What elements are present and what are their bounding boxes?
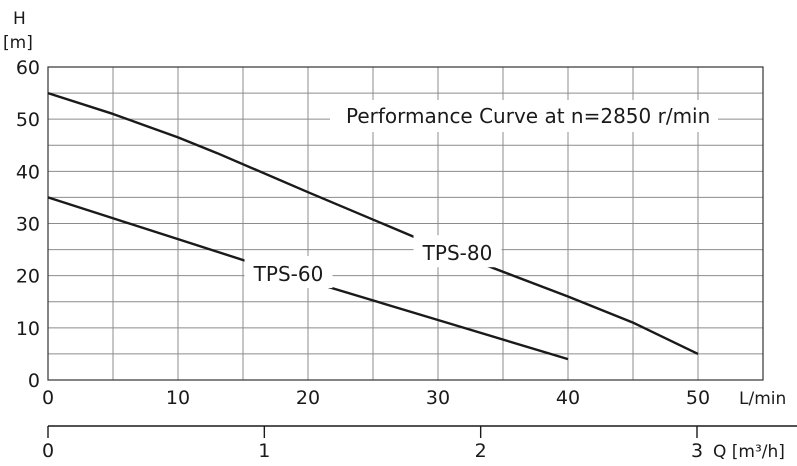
y-axis-unit: [m]	[3, 33, 33, 53]
plot-frame	[47, 66, 764, 381]
y-tick-label: 10	[16, 318, 40, 340]
y-tick-label: 40	[16, 161, 40, 183]
x2-tick-label: 2	[475, 440, 487, 462]
y-axis-symbol: H	[13, 9, 26, 29]
x-axis-label: L/min	[739, 389, 786, 409]
x2-axis-label: Q [m³/h]	[713, 442, 785, 462]
x2-ticks: 0 1 2 3	[42, 426, 703, 462]
x-tick-label: 0	[42, 387, 54, 409]
x2-tick-label: 0	[42, 440, 54, 462]
series-label-tps-80: TPS-80	[422, 241, 493, 265]
series-label-group-tps-60: TPS-60	[244, 256, 333, 289]
curves	[47, 91, 699, 361]
y-tick-label: 30	[16, 214, 40, 236]
x-tick-label: 30	[426, 387, 450, 409]
tick-labels: 0 10 20 30 40 50 60 0 10 20 30 40 50	[16, 57, 710, 409]
x2-tick-label: 1	[258, 440, 270, 462]
y-tick-label: 0	[28, 370, 40, 392]
x-tick-label: 10	[166, 387, 190, 409]
labels: Performance Curve at n=2850 r/min TPS-80 T…	[244, 100, 718, 289]
y-tick-label: 50	[16, 109, 40, 131]
series-label-group-tps-80: TPS-80	[413, 235, 502, 268]
y-tick-label: 60	[16, 57, 40, 79]
series-label-tps-60: TPS-60	[253, 262, 324, 286]
x-tick-label: 40	[556, 387, 580, 409]
series-label-background	[244, 256, 333, 289]
series-label-background	[413, 235, 502, 268]
x-tick-label: 20	[296, 387, 320, 409]
chart-title-group: Performance Curve at n=2850 r/min	[330, 100, 718, 132]
y-tick-label: 20	[16, 266, 40, 288]
chart-title-background	[330, 100, 718, 132]
curve-tps-60	[47, 196, 569, 361]
chart-title: Performance Curve at n=2850 r/min	[346, 104, 710, 128]
curve-tps-80	[47, 91, 699, 355]
x-tick-label: 50	[686, 387, 710, 409]
x2-tick-label: 3	[691, 440, 703, 462]
